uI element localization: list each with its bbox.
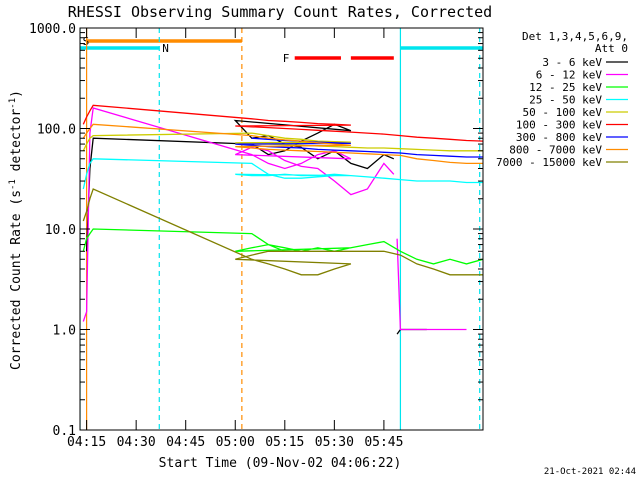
flag-label-s: S [83, 35, 90, 48]
series-line-3 [396, 238, 467, 331]
series-line-5 [82, 158, 483, 190]
series-layer [82, 104, 483, 335]
legend-entry-label: 6 - 12 keV [536, 69, 603, 82]
legend-header-line-1: Det 1,3,4,5,6,9, [522, 30, 628, 43]
flag-label-f: F [283, 52, 290, 65]
x-tick-label: 05:30 [315, 435, 354, 450]
x-tick-label: 05:00 [216, 435, 255, 450]
series-line-9 [82, 123, 483, 165]
y-axis-label-mid: detector [9, 109, 24, 180]
y-tick-label: 1000.0 [29, 22, 76, 37]
footer-date: 21-Oct-2021 02:44 [544, 467, 636, 477]
legend-entry-label: 25 - 50 keV [529, 94, 602, 107]
y-axis-label-sup1: -1 [8, 179, 18, 190]
axes: 0.1 1.0 10.0 100.0 1000.0 04:15 04:30 04:45 05:0… [29, 22, 483, 450]
legend-entry-label: 12 - 25 keV [529, 81, 602, 94]
series-line-4 [82, 228, 483, 265]
legend-entry-label: 100 - 300 keV [516, 119, 602, 132]
series-line-7 [82, 104, 483, 142]
y-axis-label-sup2: -1 [8, 98, 18, 109]
legend-entry-label: 50 - 100 keV [523, 106, 603, 119]
x-tick-label: 04:30 [117, 435, 156, 450]
x-tick-label: 05:45 [364, 435, 403, 450]
y-axis-label-end: ) [9, 90, 24, 98]
x-tick-label: 04:45 [166, 435, 205, 450]
y-tick-label: 0.1 [53, 424, 76, 439]
x-axis-label: Start Time (09-Nov-02 04:06:22) [159, 456, 402, 471]
legend-entry-label: 7000 - 15000 keV [496, 156, 602, 169]
y-tick-label: 100.0 [37, 123, 76, 138]
series-line-10 [82, 188, 483, 276]
legend-header-line-2: Att 0 [595, 42, 628, 55]
y-tick-label: 1.0 [53, 324, 76, 339]
legend-entry-label: 800 - 7000 keV [509, 144, 602, 157]
x-tick-label: 04:15 [67, 435, 106, 450]
flags-layer: S N F [80, 35, 483, 65]
series-line-2 [82, 107, 395, 322]
chart-title: RHESSI Observing Summary Count Rates, Co… [68, 3, 492, 21]
y-axis-label: Corrected Count Rate (s-1 detector-1) [8, 90, 24, 370]
legend-entry-label: 300 - 800 keV [516, 131, 602, 144]
y-tick-label: 10.0 [45, 223, 76, 238]
x-tick-label: 05:15 [265, 435, 304, 450]
legend-entry-label: 3 - 6 keV [542, 56, 602, 69]
flag-label-n: N [162, 42, 169, 55]
y-axis-label-main: Corrected Count Rate (s [9, 190, 24, 370]
